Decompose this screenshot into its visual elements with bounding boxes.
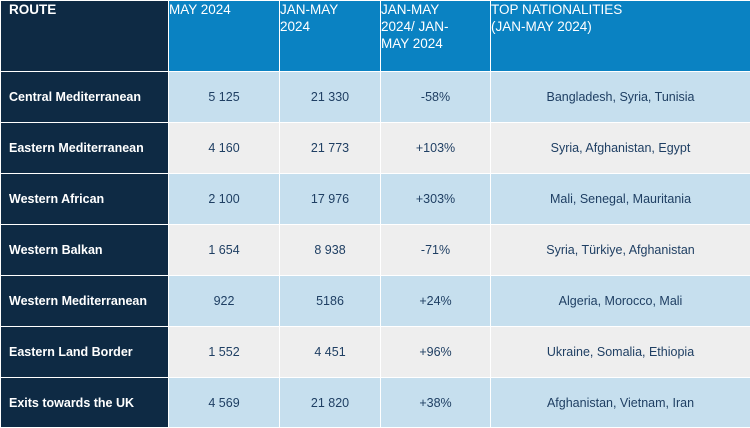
change-value: +24% <box>381 276 491 327</box>
table-row: Western Mediterranean 922 5186 +24% Alge… <box>1 276 750 327</box>
may-value: 1 552 <box>169 327 280 378</box>
route-name: Western Balkan <box>1 225 169 276</box>
change-value: +103% <box>381 123 491 174</box>
jan-may-value: 21 820 <box>280 378 381 428</box>
change-value: +38% <box>381 378 491 428</box>
header-row: ROUTE MAY 2024 JAN-MAY 2024 JAN-MAY 2024… <box>1 1 750 72</box>
nationalities-value: Algeria, Morocco, Mali <box>491 276 750 327</box>
table-header: ROUTE MAY 2024 JAN-MAY 2024 JAN-MAY 2024… <box>1 1 750 72</box>
nationalities-value: Bangladesh, Syria, Tunisia <box>491 72 750 123</box>
table-row: Western African 2 100 17 976 +303% Mali,… <box>1 174 750 225</box>
nationalities-value: Mali, Senegal, Mauritania <box>491 174 750 225</box>
table-row: Eastern Mediterranean 4 160 21 773 +103%… <box>1 123 750 174</box>
jan-may-value: 21 773 <box>280 123 381 174</box>
nationalities-value: Syria, Türkiye, Afghanistan <box>491 225 750 276</box>
may-value: 4 569 <box>169 378 280 428</box>
may-value: 1 654 <box>169 225 280 276</box>
jan-may-value: 4 451 <box>280 327 381 378</box>
may-value: 4 160 <box>169 123 280 174</box>
header-route: ROUTE <box>1 1 169 72</box>
route-name: Eastern Mediterranean <box>1 123 169 174</box>
nationalities-value: Afghanistan, Vietnam, Iran <box>491 378 750 428</box>
table-row: Exits towards the UK 4 569 21 820 +38% A… <box>1 378 750 428</box>
table-row: Western Balkan 1 654 8 938 -71% Syria, T… <box>1 225 750 276</box>
change-value: -71% <box>381 225 491 276</box>
nationalities-value: Syria, Afghanistan, Egypt <box>491 123 750 174</box>
table-row: Eastern Land Border 1 552 4 451 +96% Ukr… <box>1 327 750 378</box>
table-body: Central Mediterranean 5 125 21 330 -58% … <box>1 72 750 428</box>
may-value: 5 125 <box>169 72 280 123</box>
jan-may-value: 17 976 <box>280 174 381 225</box>
route-name: Exits towards the UK <box>1 378 169 428</box>
change-value: +303% <box>381 174 491 225</box>
header-change: JAN-MAY 2024/ JAN-MAY 2024 <box>381 1 491 72</box>
route-name: Western Mediterranean <box>1 276 169 327</box>
header-may-2024: MAY 2024 <box>169 1 280 72</box>
change-value: -58% <box>381 72 491 123</box>
route-name: Eastern Land Border <box>1 327 169 378</box>
header-jan-may-2024: JAN-MAY 2024 <box>280 1 381 72</box>
route-name: Western African <box>1 174 169 225</box>
change-value: +96% <box>381 327 491 378</box>
header-top-nationalities: TOP NATIONALITIES (JAN-MAY 2024) <box>491 1 750 72</box>
table-row: Central Mediterranean 5 125 21 330 -58% … <box>1 72 750 123</box>
jan-may-value: 5186 <box>280 276 381 327</box>
route-name: Central Mediterranean <box>1 72 169 123</box>
jan-may-value: 8 938 <box>280 225 381 276</box>
may-value: 922 <box>169 276 280 327</box>
nationalities-value: Ukraine, Somalia, Ethiopia <box>491 327 750 378</box>
may-value: 2 100 <box>169 174 280 225</box>
jan-may-value: 21 330 <box>280 72 381 123</box>
